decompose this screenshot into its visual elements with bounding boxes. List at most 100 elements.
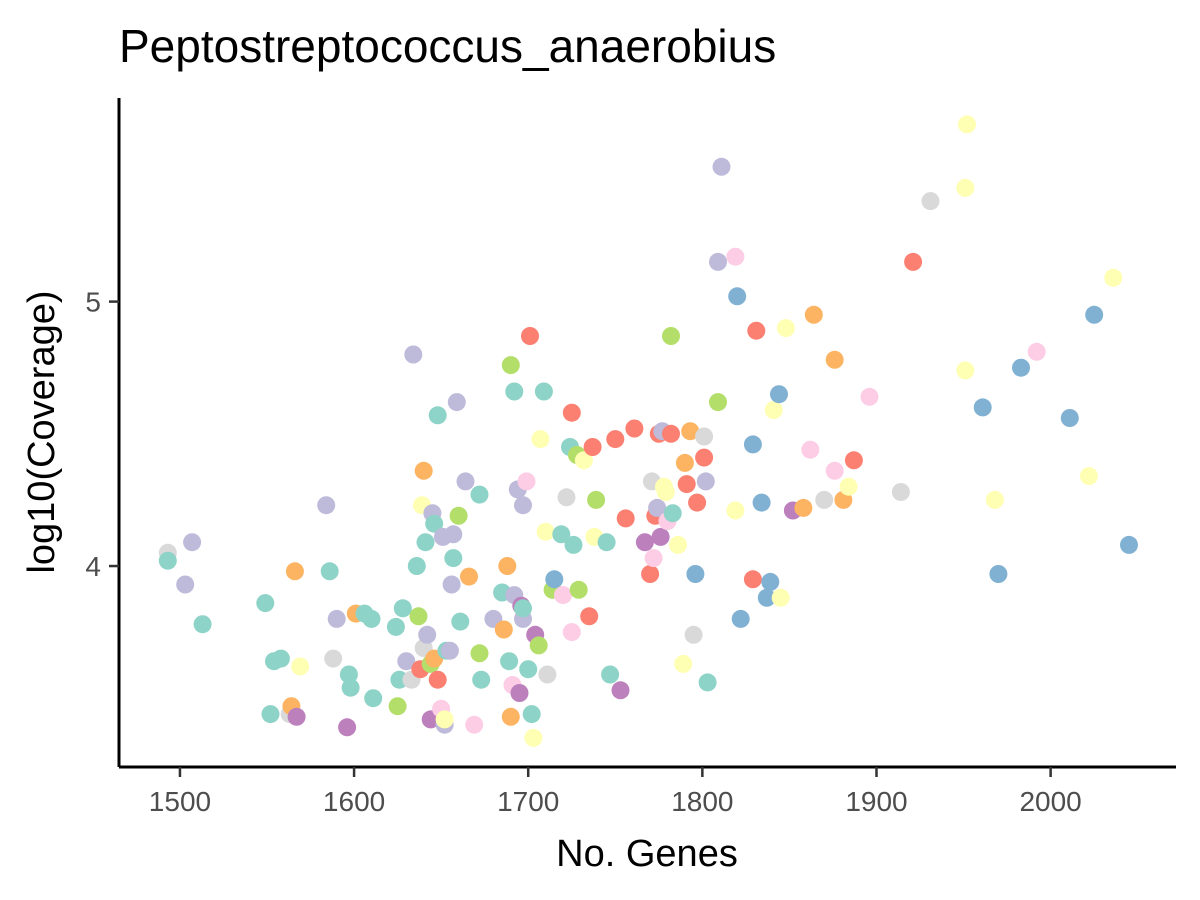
data-point <box>641 565 660 583</box>
data-point <box>531 430 550 449</box>
data-point <box>261 705 280 724</box>
data-point <box>757 588 776 607</box>
data-point <box>409 607 428 626</box>
data-point <box>669 535 687 554</box>
data-point <box>611 681 630 700</box>
data-point <box>860 387 879 406</box>
y-axis-title: log10(Coverage) <box>21 290 63 573</box>
data-point <box>1120 535 1138 554</box>
data-point <box>709 393 727 412</box>
data-point <box>536 522 555 541</box>
data-point <box>625 419 644 438</box>
data-point <box>587 490 606 509</box>
data-point <box>364 689 383 708</box>
data-point <box>644 549 663 568</box>
y-tick-label: 5 <box>85 287 101 318</box>
data-point <box>712 157 731 176</box>
x-tick-label: 1600 <box>323 786 385 817</box>
data-point <box>529 636 548 655</box>
data-point <box>771 588 790 607</box>
data-point <box>407 557 426 575</box>
data-point <box>498 557 517 575</box>
ticks-layer: 1500 1600 1700 1800 1900 2000 4 5 <box>85 287 1081 817</box>
data-point <box>989 565 1008 583</box>
data-point <box>794 498 813 517</box>
data-point <box>404 345 423 364</box>
chart-title: Peptostreptococcus_anaerobius <box>119 20 776 72</box>
data-point <box>386 617 405 636</box>
data-point <box>183 533 202 552</box>
data-point <box>695 427 714 446</box>
data-point <box>688 493 707 512</box>
data-point <box>564 535 583 554</box>
data-point <box>776 319 795 338</box>
data-point <box>285 562 304 581</box>
data-point <box>696 472 715 491</box>
data-point <box>569 580 588 599</box>
data-point <box>317 496 336 515</box>
data-point <box>193 615 212 634</box>
data-point <box>545 570 564 589</box>
data-point <box>815 490 834 509</box>
data-point <box>428 670 447 689</box>
data-point <box>256 594 275 613</box>
data-point <box>662 327 680 345</box>
data-point <box>320 562 339 581</box>
data-point <box>470 485 489 504</box>
data-point <box>839 477 858 496</box>
data-point <box>597 533 616 552</box>
data-point <box>287 707 306 726</box>
data-point <box>743 570 762 589</box>
data-point <box>460 567 478 586</box>
data-point <box>681 422 700 441</box>
data-point <box>554 586 572 605</box>
data-point <box>743 435 762 454</box>
data-point <box>674 654 693 673</box>
data-point <box>362 609 381 628</box>
data-point <box>726 501 745 520</box>
data-point <box>1104 268 1123 287</box>
data-point <box>726 247 745 266</box>
data-point <box>1060 409 1079 427</box>
data-point <box>444 525 463 544</box>
data-point <box>662 424 680 443</box>
data-point <box>1085 305 1104 324</box>
data-point <box>449 506 468 525</box>
data-point <box>470 644 489 663</box>
data-point <box>327 609 346 628</box>
data-point <box>651 527 670 546</box>
data-point <box>562 403 581 422</box>
data-point <box>574 451 593 470</box>
data-point <box>728 287 747 306</box>
data-point <box>648 498 667 517</box>
x-axis-title: No. Genes <box>556 833 738 875</box>
data-point <box>416 533 435 552</box>
data-point <box>501 356 520 375</box>
x-tick-label: 2000 <box>1019 786 1081 817</box>
data-point <box>958 115 976 134</box>
data-point <box>686 565 705 583</box>
data-point <box>804 305 823 324</box>
data-point <box>435 710 454 729</box>
data-point <box>801 440 820 459</box>
data-point <box>675 453 694 472</box>
data-point <box>844 451 863 470</box>
data-point <box>891 483 910 501</box>
data-point <box>176 575 195 594</box>
data-point <box>752 493 771 512</box>
data-point <box>341 678 360 697</box>
y-tick-label: 4 <box>85 551 101 582</box>
data-point <box>428 406 447 425</box>
data-point <box>393 599 412 618</box>
data-point <box>825 350 844 369</box>
data-point <box>656 483 675 501</box>
data-point <box>494 620 513 639</box>
data-point <box>388 697 407 716</box>
data-point <box>921 192 940 211</box>
data-point <box>397 652 416 671</box>
data-point <box>731 609 750 628</box>
data-point <box>635 533 654 552</box>
data-point <box>580 607 599 626</box>
data-point <box>562 623 581 642</box>
